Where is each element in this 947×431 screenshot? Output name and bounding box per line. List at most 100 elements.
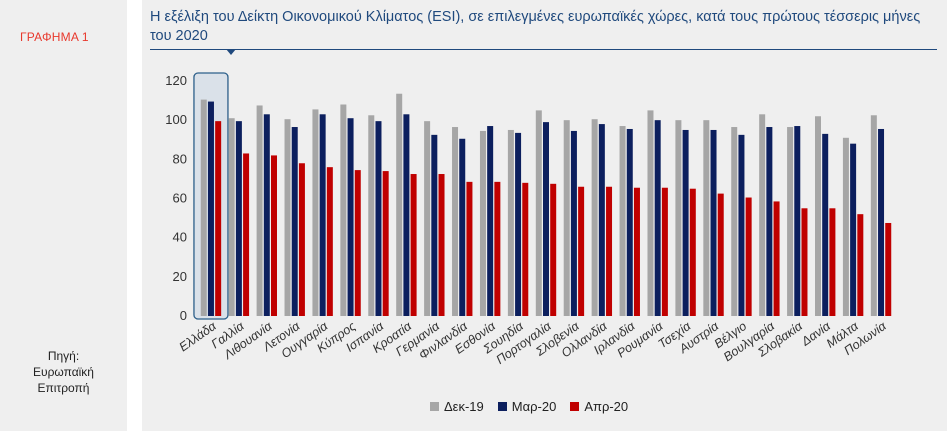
bar	[794, 126, 801, 317]
bar	[340, 104, 347, 316]
left-panel	[0, 0, 127, 431]
bar	[431, 134, 438, 316]
bar	[368, 115, 375, 316]
legend-swatch-mar	[497, 402, 507, 411]
bar	[870, 115, 877, 316]
bar	[717, 193, 724, 316]
bar	[396, 93, 403, 316]
bar	[815, 116, 821, 316]
bar	[850, 143, 857, 316]
legend: Δεκ-19 Μαρ-20 Απρ-20	[430, 399, 628, 414]
bar	[479, 130, 486, 316]
bar	[842, 137, 849, 316]
bar	[633, 187, 640, 316]
y-tick-label: 100	[165, 112, 187, 127]
bar	[801, 208, 808, 316]
legend-label-apr: Απρ-20	[584, 399, 629, 414]
bar	[228, 118, 235, 316]
bar	[459, 138, 466, 316]
y-tick-label: 60	[173, 191, 187, 206]
bar	[591, 119, 598, 316]
bar	[207, 101, 214, 316]
bar	[382, 171, 389, 316]
bar	[626, 128, 633, 316]
bar	[200, 99, 207, 316]
bar	[710, 129, 717, 316]
legend-item-mar: Μαρ-20	[497, 399, 557, 414]
bar	[619, 126, 626, 317]
bar	[243, 153, 250, 316]
bar	[606, 186, 613, 316]
legend-item-apr: Απρ-20	[570, 399, 628, 414]
bar	[543, 122, 549, 316]
bar	[773, 201, 780, 316]
bar	[284, 119, 291, 316]
bar	[375, 121, 382, 316]
bar	[766, 127, 773, 316]
bar	[298, 163, 305, 316]
bar	[438, 174, 445, 316]
bar	[424, 121, 431, 316]
bar	[522, 182, 529, 316]
bar	[347, 118, 354, 316]
bar	[410, 174, 417, 316]
bar	[291, 127, 298, 316]
bar	[271, 155, 277, 316]
title-pointer	[226, 49, 236, 55]
chart-title: Η εξέλιξη του Δείκτη Οικονομικού Κλίματο…	[150, 9, 921, 44]
bar	[654, 120, 661, 316]
bar	[829, 208, 836, 316]
bar	[878, 128, 885, 316]
bar	[759, 114, 766, 316]
source-line-2: Ευρωπαϊκή	[33, 365, 94, 379]
bar	[312, 109, 319, 316]
source-line-3: Επιτροπή	[37, 381, 90, 395]
bar	[507, 129, 514, 316]
bar	[689, 188, 696, 316]
bar	[822, 133, 829, 316]
bar	[745, 197, 752, 316]
legend-label-mar: Μαρ-20	[511, 399, 557, 414]
legend-swatch-apr	[570, 402, 580, 411]
legend-item-dec: Δεκ-19	[430, 399, 484, 414]
bar	[563, 120, 570, 316]
legend-swatch-dec	[430, 402, 439, 411]
y-tick-label: 0	[180, 308, 187, 323]
bar	[215, 121, 222, 316]
bar	[494, 181, 501, 316]
bar	[263, 114, 270, 316]
bar	[487, 126, 494, 317]
bar	[515, 132, 522, 316]
bar	[326, 167, 333, 316]
bar-chart: 020406080100120ΕλλάδαΓαλλίαΛιθουανίαΛετο…	[165, 72, 892, 367]
bar	[738, 134, 745, 316]
bar	[578, 186, 585, 316]
bar	[535, 110, 542, 316]
bar	[466, 181, 473, 316]
bar	[256, 105, 263, 316]
y-tick-label: 20	[173, 269, 187, 284]
bar	[235, 121, 242, 316]
legend-label-dec: Δεκ-19	[444, 399, 484, 414]
source-note: Πηγή: Ευρωπαϊκή Επιτροπή	[0, 348, 127, 396]
bar	[403, 114, 410, 316]
y-tick-label: 120	[165, 73, 187, 88]
y-tick-label: 80	[173, 151, 187, 166]
bar	[885, 222, 892, 316]
figure-label: ΓΡΑΦΗΜΑ 1	[20, 30, 89, 44]
bar	[787, 127, 794, 316]
bar	[570, 130, 577, 316]
bar	[598, 124, 605, 316]
bar	[682, 129, 689, 316]
bar	[354, 170, 361, 316]
bar	[703, 120, 710, 316]
bar	[731, 127, 738, 316]
bar	[647, 110, 654, 316]
source-line-1: Πηγή:	[47, 349, 80, 363]
bar	[661, 187, 668, 316]
bar	[452, 127, 459, 316]
y-tick-label: 40	[173, 230, 187, 245]
title-rule	[150, 49, 937, 50]
bar	[319, 114, 326, 316]
bar	[857, 214, 864, 316]
